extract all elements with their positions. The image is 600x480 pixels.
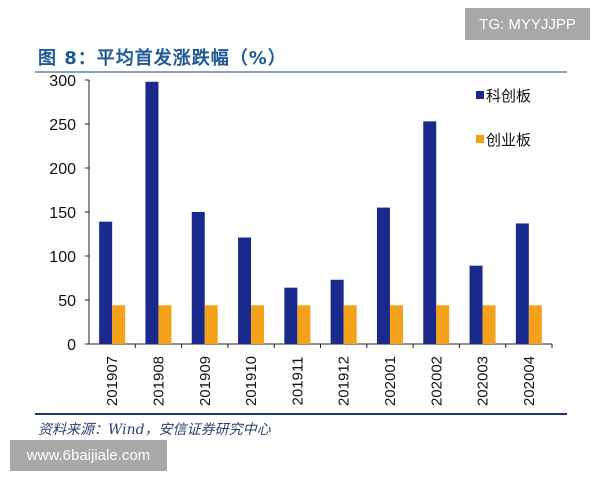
bar-chinext	[297, 305, 311, 344]
bar-chinext	[158, 305, 172, 344]
chart-title: 图 8：平均首发涨跌幅（%）	[38, 48, 287, 69]
y-tick-label: 150	[49, 205, 76, 222]
bar-star-market	[376, 207, 390, 344]
bar-chinext	[251, 305, 265, 344]
x-tick-label: 201911	[289, 357, 306, 406]
bar-chinext	[482, 305, 496, 344]
bar-star-market	[238, 237, 252, 344]
y-tick-label: 0	[67, 337, 76, 354]
y-tick-label: 200	[49, 161, 76, 178]
legend-label: 创业板	[486, 131, 531, 149]
y-tick-label: 100	[49, 249, 76, 266]
x-tick-label: 202003	[475, 356, 492, 406]
bar-star-market	[423, 121, 437, 344]
bar-star-market	[191, 212, 205, 344]
source-divider	[35, 413, 567, 415]
x-tick-label: 202001	[382, 356, 399, 406]
bar-star-market	[145, 81, 159, 344]
x-tick-label: 201909	[197, 356, 214, 406]
bar-chinext	[204, 305, 218, 344]
watermark-bottom: www.6baijiale.com	[10, 440, 167, 471]
bar-chinext	[528, 305, 542, 344]
legend-swatch	[476, 91, 484, 99]
x-tick-label: 201908	[150, 356, 167, 406]
source-note: 资料来源：Wind，安信证券研究中心	[38, 422, 271, 438]
bar-star-market	[99, 221, 113, 344]
x-tick-label: 202002	[428, 356, 445, 406]
legend-label: 科创板	[486, 87, 531, 105]
bar-chinext	[436, 305, 450, 344]
bar-star-market	[515, 223, 529, 344]
legend-swatch	[476, 135, 484, 143]
title-divider	[35, 71, 567, 73]
bar-star-market	[284, 287, 298, 344]
x-tick-label: 201907	[104, 356, 121, 406]
x-tick-label: 201910	[243, 356, 260, 406]
y-tick-label: 300	[49, 73, 76, 90]
bar-chinext	[343, 305, 357, 344]
y-tick-label: 250	[49, 117, 76, 134]
bar-star-market	[469, 265, 483, 344]
y-tick-label: 50	[58, 293, 76, 310]
watermark-top: TG: MYYJJPP	[465, 8, 590, 40]
bar-star-market	[330, 279, 344, 344]
bar-chinext	[112, 305, 126, 344]
x-tick-label: 201912	[336, 356, 353, 406]
x-tick-label: 202004	[521, 356, 538, 406]
bar-chinext	[389, 305, 403, 344]
